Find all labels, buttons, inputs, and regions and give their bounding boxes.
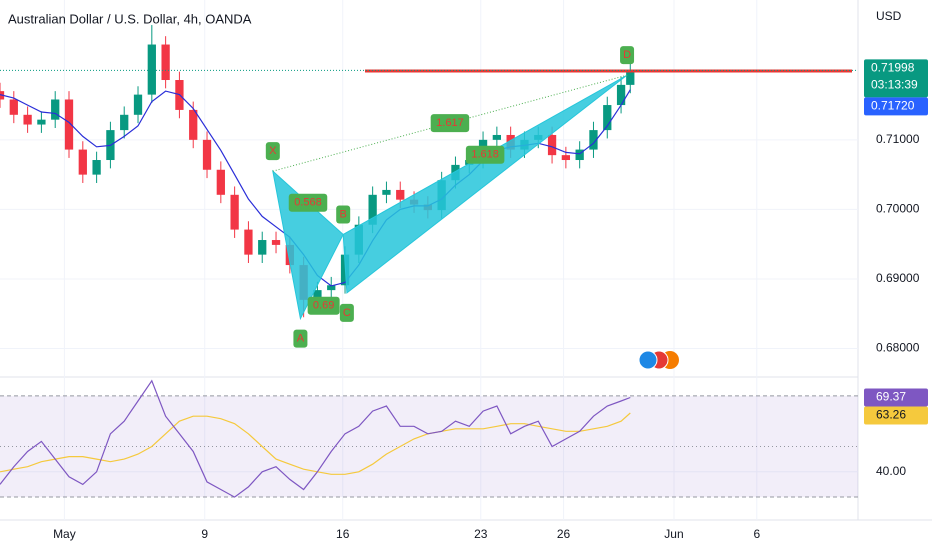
rsi-ma-value-label: 63.26 [876,408,906,422]
pattern-ratio-label: 0.69 [313,300,334,312]
y-tick-label: 0.71000 [876,132,920,146]
candle-body [603,105,612,131]
rsi-value-label: 69.37 [876,390,906,404]
candle-body [547,134,557,156]
candle-body [575,149,584,161]
pattern-point-label-box [336,205,351,224]
pattern-point-label-box [620,46,635,65]
ma-value-box [864,97,928,116]
rsi-ma-value-box [864,406,928,425]
candle-body [64,99,74,150]
pattern-ratio-label-box [465,145,505,164]
pattern-point-label: A [297,333,305,345]
candle-body [327,285,336,291]
countdown-label: 03:13:39 [871,78,918,92]
y-tick-label: 0.68000 [876,341,920,355]
x-tick-label: 26 [557,527,571,541]
candle-body [161,44,170,81]
candle-body [202,139,212,170]
candle-body [382,189,391,195]
overlays: X A B C D 0.568 0.69 1.617 1.618 [0,46,858,348]
pattern-point-label-box [265,142,280,161]
grid [0,0,858,520]
x-tick-label: May [53,527,76,541]
x-tick-label: 16 [336,527,350,541]
x-tick-label: Jun [664,527,683,541]
candle-body [271,240,281,245]
currency-label: USD [876,9,902,23]
pattern-ratio-label: 1.618 [471,149,499,161]
candle-body [120,114,129,131]
candle-body [589,130,598,150]
candle-body [78,149,87,175]
axes: May 9 16 23 26 Jun 6 0.68000 0.69000 0.70000 0.710… [53,59,928,541]
pattern-ratio-label: 0.568 [294,197,322,209]
pattern-point-label: B [340,208,347,220]
candle-body [189,109,198,140]
event-icons [638,350,679,370]
y-tick-label: 0.69000 [876,271,920,285]
pattern-point-label-box [339,303,354,322]
pattern-point-label-box [293,329,308,348]
indicator-pane [0,379,858,498]
x-tick-label: 23 [474,527,488,541]
pattern-ratio-label-box [430,114,470,133]
candle-body [492,134,501,140]
rsi-tick-label: 40.00 [876,464,906,478]
x-tick-label: 6 [753,527,760,541]
candle-body [230,194,239,230]
candle-body [133,94,143,115]
event-icon [638,350,658,370]
candle-body [396,189,405,200]
rsi-line [0,379,631,498]
pattern-ratio-label-box [288,193,328,212]
ma-value-label: 0.71720 [871,99,915,113]
candle-body [51,99,60,120]
candle-body [147,44,156,95]
candle-body [37,119,46,125]
candle-body [23,114,32,125]
candle-body [313,290,322,300]
pattern-ratio-label: 1.617 [436,117,464,129]
candle-body [368,194,377,225]
pattern-point-label: C [343,307,351,319]
pattern-point-label: X [269,145,277,157]
candle-body [626,70,635,85]
x-tick-label: 9 [201,527,208,541]
candle-body [92,160,101,175]
last-price-label: 0.71998 [871,61,915,75]
chart-title: Australian Dollar / U.S. Dollar, 4h, OAN… [8,11,252,26]
candle-body [561,155,571,161]
pattern-ratio-label-box [307,296,340,315]
candle-body [216,169,225,195]
candle-body [9,99,18,115]
last-price-box [864,59,928,98]
candle-body [258,240,267,255]
rsi-value-box [864,388,928,407]
candle-body [244,229,253,255]
y-tick-label: 0.70000 [876,202,920,216]
layers: X A B C D 0.568 0.69 1.617 1.618 May 9 16 23 26 Jun 6 0… [0,0,928,541]
pattern-point-label: D [623,49,631,61]
candle-body [616,84,626,106]
